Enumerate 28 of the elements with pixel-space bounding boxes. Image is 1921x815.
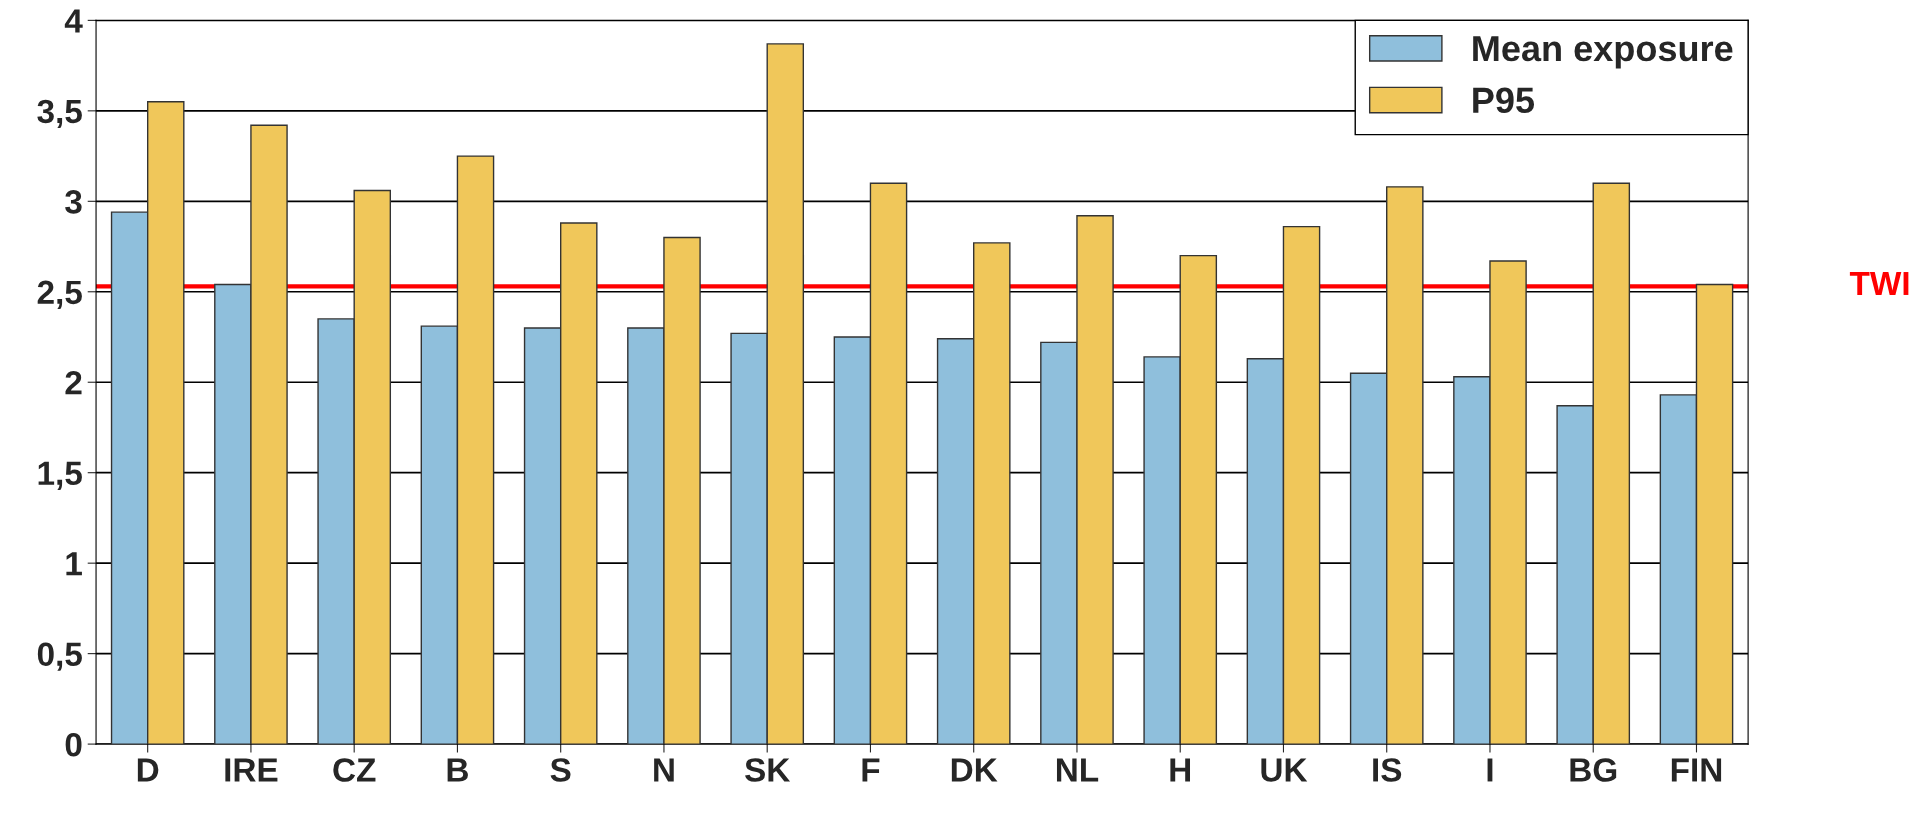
y-tick-label: 0 [65,732,82,757]
x-tick-label: DK [951,758,998,782]
x-tick-label: F [862,758,880,782]
y-tick-label: 2,5 [37,280,82,310]
x-tick-label: BG [1570,758,1617,782]
legend-label: P95 [1473,87,1535,114]
y-tick-label: 2 [65,371,82,395]
x-tick-label: D [137,758,159,782]
x-tick-label: H [1170,758,1191,782]
x-tick-label: S [550,758,571,782]
y-tick-label: 0,5 [37,642,82,671]
x-tick-label: IRE [225,758,278,782]
y-tick-label: 3,5 [37,99,82,129]
y-tick-label: 4 [64,9,83,33]
x-tick-label: UK [1261,758,1308,782]
y-tick-label: 1 [66,552,82,576]
y-tick-label: 1,5 [38,461,82,490]
x-tick-label: CZ [333,758,376,782]
x-tick-label: NL [1056,758,1099,782]
x-tick-label: N [654,758,674,782]
y-tick-label: 3 [65,190,82,214]
ref-line-label: TWI [1849,272,1909,295]
x-tick-label: IS [1373,758,1402,782]
x-tick-label: FIN [1671,758,1722,782]
x-tick-label: I [1487,758,1493,782]
x-tick-label: SK [745,758,791,782]
legend-label: Mean exposure [1473,36,1733,69]
x-tick-label: B [447,758,468,782]
